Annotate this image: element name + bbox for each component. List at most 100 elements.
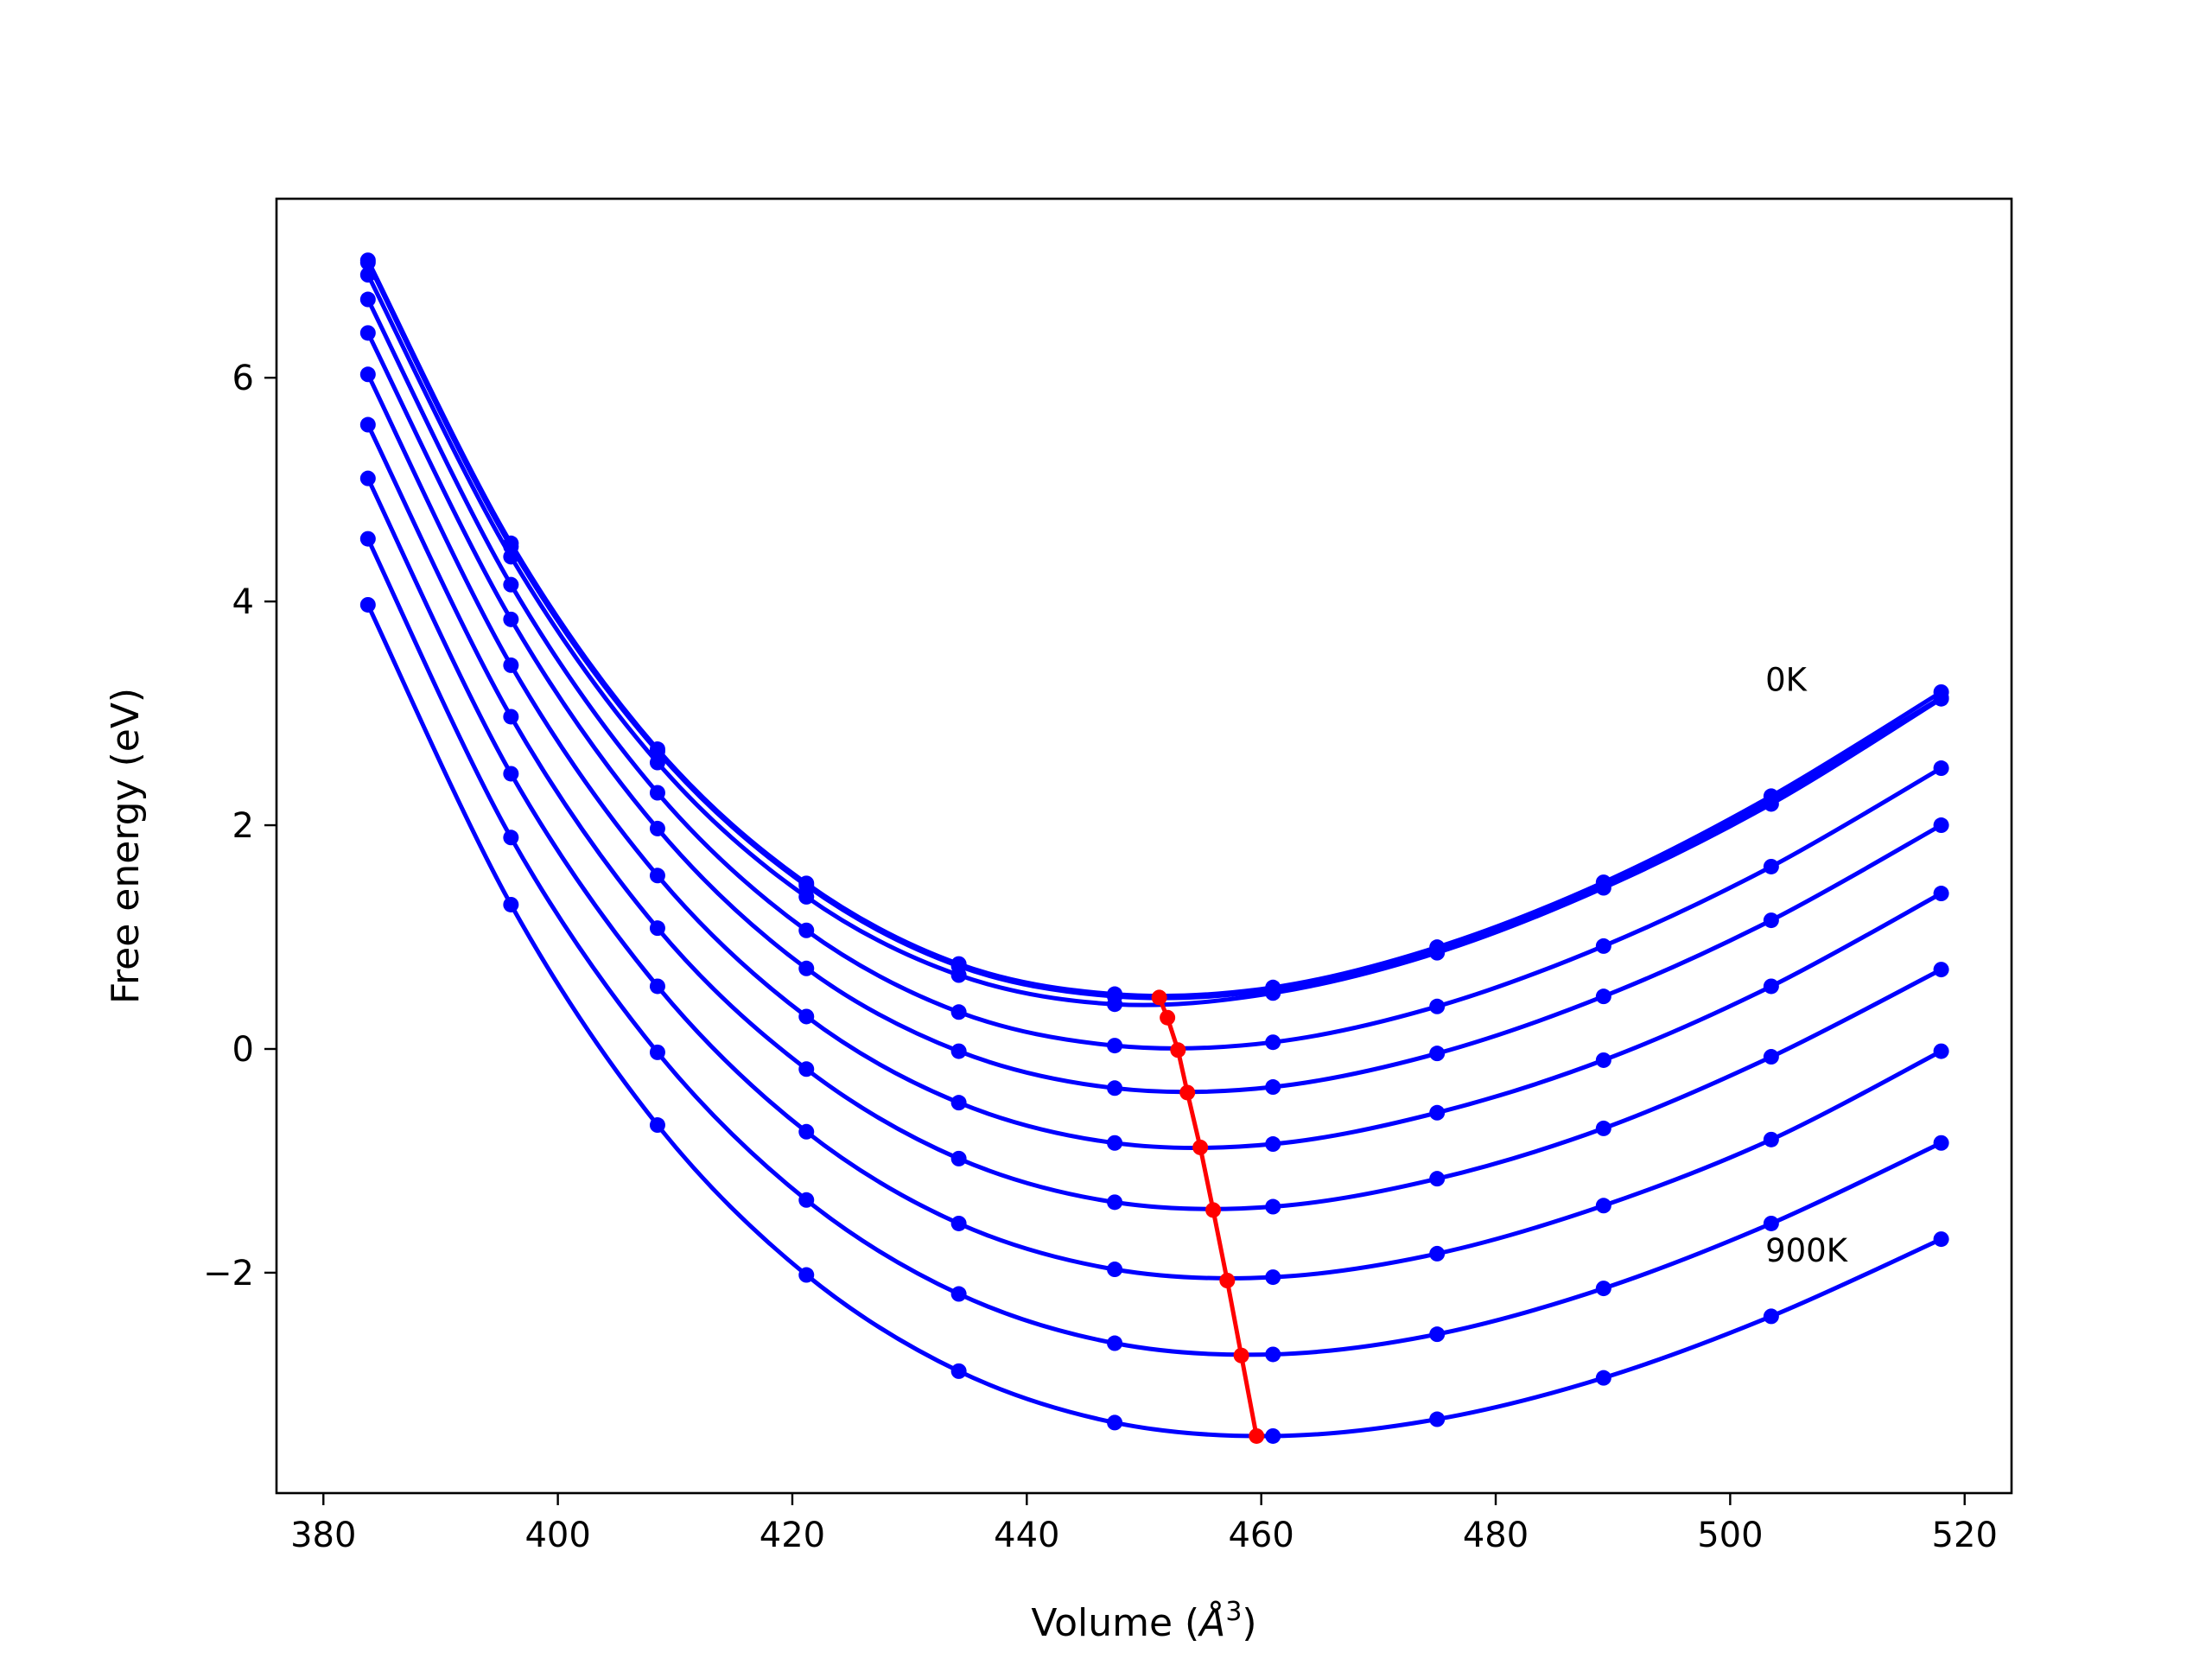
data-point [1429, 1411, 1446, 1427]
minimum-point [1205, 1202, 1222, 1218]
data-point [1933, 760, 1949, 777]
data-point [1429, 1326, 1446, 1343]
y-tick-label: 2 [232, 806, 254, 846]
data-point [798, 1267, 815, 1283]
minimum-point [1151, 989, 1167, 1006]
y-tick-label: 0 [232, 1030, 254, 1070]
data-point [503, 549, 519, 565]
data-point [1763, 978, 1779, 995]
curve-line [365, 373, 1942, 1151]
data-point [503, 709, 519, 725]
minimum-point [1249, 1427, 1265, 1444]
data-point [1933, 1043, 1949, 1059]
series-500K [359, 366, 1949, 1153]
minimum-point [1219, 1273, 1236, 1289]
curve-line [365, 537, 1942, 1357]
data-point [1595, 1370, 1611, 1386]
free-energy-curves [359, 252, 1949, 1444]
minima-path [1151, 989, 1265, 1444]
curve-line [365, 273, 1942, 1007]
data-point [359, 416, 376, 433]
data-point [1107, 1414, 1123, 1431]
data-point [950, 1363, 967, 1379]
x-tick-label: 480 [1463, 1516, 1529, 1555]
y-axis: −2 0 2 4 6 [203, 359, 276, 1294]
data-point [359, 366, 376, 383]
data-point [359, 267, 376, 283]
data-point [1107, 1038, 1123, 1054]
data-point [1107, 996, 1123, 1013]
data-point [950, 1150, 967, 1166]
data-point [1265, 1034, 1281, 1051]
y-axis-label: Free energy (eV) [104, 688, 148, 1004]
data-point [1763, 858, 1779, 874]
data-point [359, 254, 376, 270]
data-point [1595, 880, 1611, 896]
series-900K [359, 596, 1949, 1444]
data-point [798, 922, 815, 938]
data-point [1933, 886, 1949, 902]
data-point [359, 291, 376, 308]
annotation-label: 900K [1765, 1232, 1849, 1269]
data-point [359, 325, 376, 341]
data-point [1107, 1194, 1123, 1211]
data-point [1595, 1281, 1611, 1297]
x-tick-label: 500 [1697, 1516, 1763, 1555]
x-tick-label: 440 [994, 1516, 1059, 1555]
series-0K [359, 252, 1949, 1002]
data-point [1265, 1346, 1281, 1363]
data-point [950, 1215, 967, 1231]
data-point [1763, 796, 1779, 812]
y-tick-label: −2 [203, 1254, 254, 1294]
data-point [1763, 1308, 1779, 1325]
data-point [798, 960, 815, 976]
data-point [1265, 1079, 1281, 1096]
data-point [503, 830, 519, 846]
data-point [798, 1008, 815, 1025]
minimum-point [1233, 1347, 1249, 1363]
data-point [359, 531, 376, 547]
data-point [1107, 1262, 1123, 1278]
series-600K [359, 416, 1949, 1215]
x-axis-label: Volume (Å3) [1031, 1597, 1256, 1645]
data-point [950, 1095, 967, 1111]
data-point [359, 470, 376, 486]
series-300K [359, 291, 1949, 1054]
data-point [1763, 1215, 1779, 1231]
data-point [798, 877, 815, 893]
data-point [1429, 1104, 1446, 1121]
data-point [649, 785, 665, 801]
data-point [798, 1123, 815, 1140]
data-point [1265, 1427, 1281, 1444]
data-point [1265, 1198, 1281, 1215]
plot-frame [275, 197, 2013, 1495]
data-point [1429, 1171, 1446, 1187]
x-axis: 380 400 420 440 460 480 500 520 [290, 1493, 1998, 1555]
series-800K [359, 531, 1949, 1363]
x-tick-label: 420 [760, 1516, 825, 1555]
annotations: 0K 900K [1765, 662, 1849, 1269]
data-point [798, 888, 815, 905]
x-tick-label: 400 [524, 1516, 590, 1555]
x-tick-label: 520 [1932, 1516, 1998, 1555]
annotation-label: 0K [1765, 662, 1808, 699]
y-tick-label: 4 [232, 582, 254, 622]
y-tick-label: 6 [232, 359, 254, 398]
data-point [1107, 1135, 1123, 1151]
data-point [1933, 1135, 1949, 1151]
series-700K [359, 470, 1949, 1286]
data-point [1265, 1136, 1281, 1153]
series-200K [359, 267, 1949, 1013]
data-point [503, 766, 519, 782]
data-point [1933, 817, 1949, 834]
data-point [649, 1044, 665, 1060]
curve-line [365, 423, 1942, 1211]
data-point [1763, 1049, 1779, 1065]
curve-line [365, 477, 1942, 1281]
data-point [1429, 1245, 1446, 1262]
data-point [1763, 1131, 1779, 1147]
data-point [649, 754, 665, 771]
data-point [798, 1061, 815, 1077]
data-point [950, 1043, 967, 1059]
curve-line [365, 261, 1942, 1001]
